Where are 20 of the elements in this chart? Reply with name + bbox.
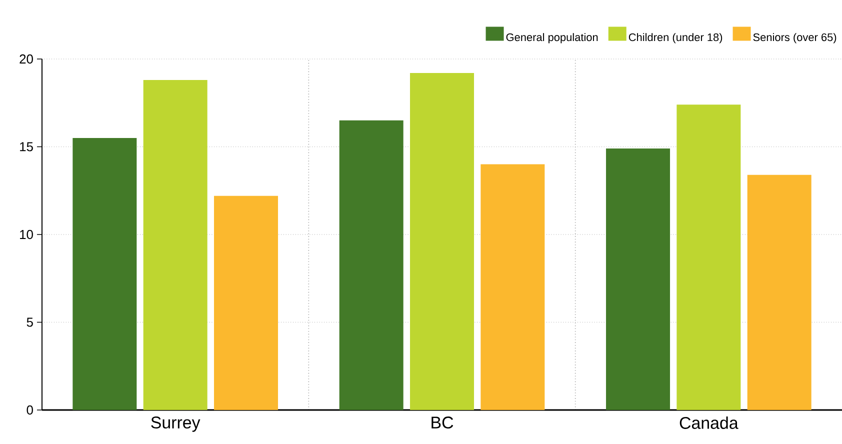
y-tick-label: 0 xyxy=(26,405,33,415)
y-tick-label: 5 xyxy=(26,318,33,327)
y-tick-label: 15 xyxy=(20,142,33,152)
y-tick-label: 20 xyxy=(20,54,33,64)
bar xyxy=(676,104,741,410)
x-tick-label: Canada xyxy=(680,416,738,429)
x-tick-label: Surrey xyxy=(151,416,200,432)
bar xyxy=(410,73,474,410)
bar xyxy=(606,148,670,410)
bar xyxy=(480,164,545,410)
legend-label: Children (under 18) xyxy=(628,33,722,44)
x-tick-label: BC xyxy=(432,416,454,429)
legend-label: General population xyxy=(506,33,598,44)
bar xyxy=(72,138,137,410)
legend-label: Seniors (over 65) xyxy=(753,33,836,44)
bar xyxy=(339,120,404,410)
bar xyxy=(747,174,812,410)
bar xyxy=(143,80,208,410)
bar xyxy=(214,196,278,410)
y-tick-label: 10 xyxy=(20,230,33,240)
